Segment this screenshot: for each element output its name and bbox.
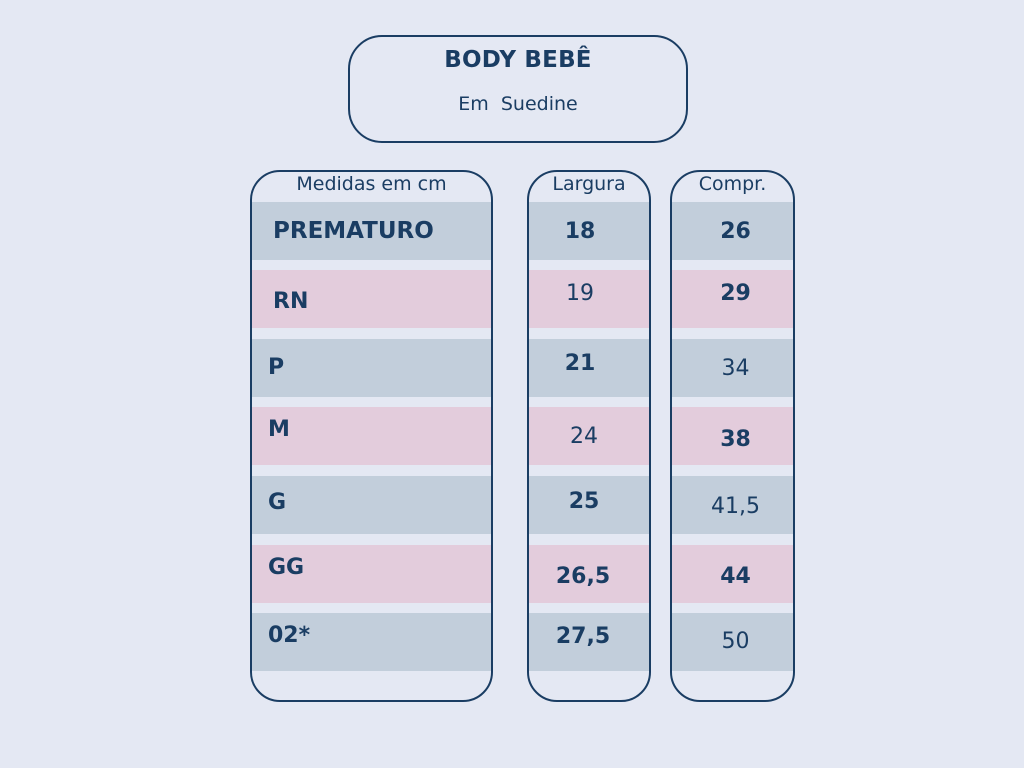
size-label: PREMATURO: [273, 218, 434, 244]
length-cell: 44: [672, 545, 793, 603]
width-column: 18 19 21 24 25 26,5 27,5 Largura: [527, 170, 651, 702]
width-value: 26,5: [555, 563, 611, 589]
sizes-header: Medidas em cm: [296, 173, 447, 195]
width-header: Largura: [552, 173, 626, 195]
length-value: 34: [721, 356, 750, 381]
size-label: M: [268, 416, 290, 442]
length-value: 29: [720, 280, 751, 306]
size-label: P: [268, 354, 285, 380]
length-value: 50: [721, 628, 750, 654]
sizes-column: PREMATURO RN P M G GG 02* Medidas em cm: [250, 170, 493, 702]
size-cell: M: [252, 407, 491, 465]
size-label: 02*: [268, 622, 311, 648]
width-value: 25: [568, 488, 600, 514]
size-cell: G: [252, 476, 491, 534]
length-value: 38: [720, 427, 751, 452]
width-value: 24: [570, 423, 598, 449]
width-value: 19: [566, 280, 594, 306]
length-cell: 29: [672, 270, 793, 328]
size-cell: GG: [252, 545, 491, 603]
length-cell: 26: [672, 202, 793, 260]
size-cell: 02*: [252, 613, 491, 671]
width-cell: 18: [529, 202, 649, 260]
width-value: 21: [564, 350, 596, 376]
size-label: G: [268, 490, 287, 515]
size-cell: RN: [252, 270, 491, 328]
product-material: Em Suedine: [458, 93, 578, 115]
width-value: 18: [564, 218, 596, 244]
width-value: 27,5: [555, 623, 611, 649]
length-cell: 38: [672, 407, 793, 465]
size-label: GG: [268, 554, 305, 580]
length-value: 26: [720, 218, 751, 244]
length-value: 44: [720, 563, 751, 589]
length-header: Compr.: [698, 173, 767, 195]
length-cell: 41,5: [672, 476, 793, 534]
size-label: RN: [273, 289, 309, 314]
size-cell: P: [252, 339, 491, 397]
length-value: 41,5: [711, 493, 760, 519]
width-cell: 21: [529, 339, 649, 397]
length-cell: 50: [672, 613, 793, 671]
width-cell: 27,5: [529, 613, 649, 671]
product-title: BODY BEBÊ: [444, 47, 592, 73]
width-cell: 24: [529, 407, 649, 465]
length-column: 26 29 34 38 41,5 44 50 Compr.: [670, 170, 795, 702]
size-cell: PREMATURO: [252, 202, 491, 260]
width-cell: 26,5: [529, 545, 649, 603]
width-cell: 19: [529, 270, 649, 328]
length-cell: 34: [672, 339, 793, 397]
title-box: BODY BEBÊ Em Suedine: [348, 35, 688, 143]
width-cell: 25: [529, 476, 649, 534]
